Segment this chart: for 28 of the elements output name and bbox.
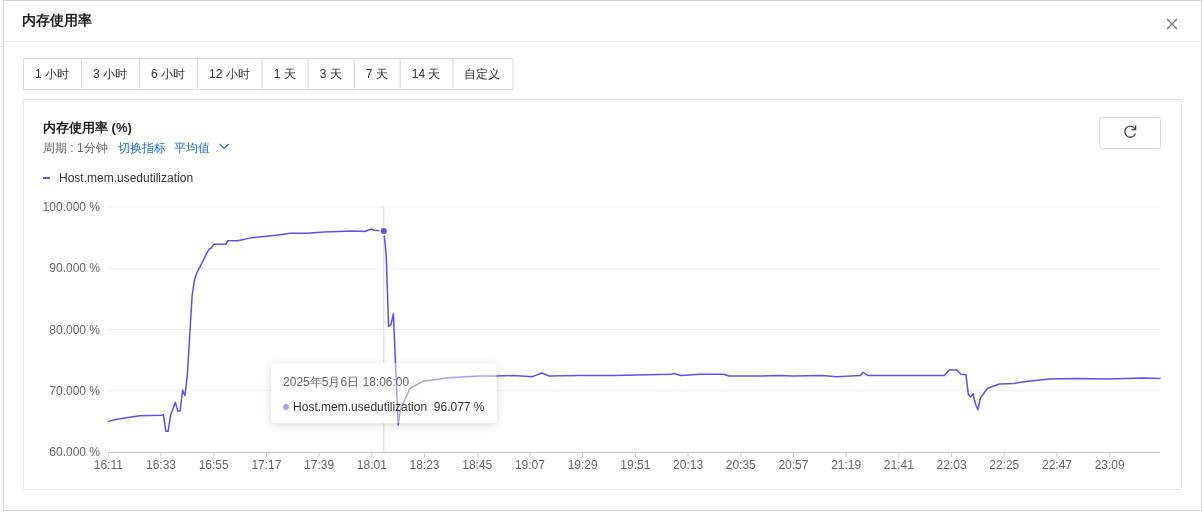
x-tick-label: 18:01	[356, 458, 388, 472]
x-tick-label: 21:19	[831, 458, 862, 472]
x-tick-label: 21:41	[883, 458, 915, 472]
y-tick-label: 70.000 %	[49, 383, 101, 398]
x-tick-label: 20:35	[725, 458, 757, 472]
x-tick-label: 19:51	[620, 458, 651, 472]
x-tick-label: 22:25	[989, 458, 1020, 472]
chart-subtitle: 周期 : 1分钟	[43, 140, 108, 155]
x-tick-label: 16:33	[145, 458, 177, 472]
dialog-heading: 内存使用率	[22, 12, 92, 28]
chart-title: 内存使用率 (%)	[43, 119, 132, 135]
x-tick-label: 20:57	[778, 458, 809, 472]
x-tick-label: 18:23	[409, 458, 440, 472]
x-tick-label: 18:45	[462, 458, 493, 472]
x-tick-label: 22:47	[1041, 458, 1073, 472]
y-tick-label: 90.000 %	[49, 261, 101, 276]
x-tick-label: 16:11	[93, 458, 124, 472]
x-tick-label: 22:03	[936, 458, 967, 472]
x-tick-label: 19:29	[567, 458, 598, 472]
x-tick-label: 20:13	[673, 458, 704, 472]
x-tick-label: 17:17	[251, 458, 282, 472]
y-tick-label: 60.000 %	[49, 445, 101, 459]
y-tick-label: 100.000 %	[42, 200, 101, 214]
x-tick-label: 23:09	[1094, 458, 1126, 472]
y-tick-label: 80.000 %	[49, 322, 101, 337]
x-tick-label: 16:55	[198, 458, 230, 472]
x-tick-label: 17:39	[304, 458, 335, 472]
x-tick-label: 19:07	[514, 458, 546, 472]
